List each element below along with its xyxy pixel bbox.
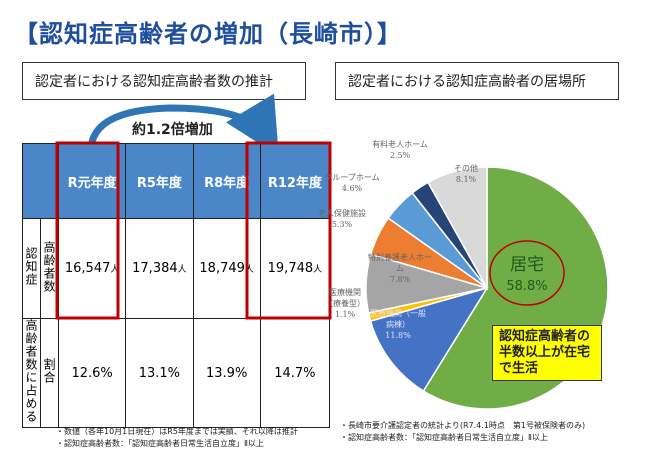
row-label: 高齢者数に占める xyxy=(22,318,41,428)
callout: 認知症高齢者の半数以上が在宅で生活 xyxy=(492,325,602,381)
table-cell: 12.6% xyxy=(57,318,127,428)
table-cell: 17,384人 xyxy=(125,218,194,319)
slice-label: グループホーム 4.6% xyxy=(320,172,384,194)
slice-value: 11.8% xyxy=(385,331,411,340)
slice-name: 医療機関（一般病棟） xyxy=(370,309,426,329)
increase-arrow xyxy=(88,93,279,156)
note: ・数値（各年10月1日現在）はR5年度までは実績、それ以降は推計 xyxy=(56,427,298,436)
slice-label: 医療機関（療養型） 1.1% xyxy=(322,287,368,320)
table-cell: 14.7% xyxy=(259,318,331,428)
table-cell: 13.9% xyxy=(192,318,261,428)
table-row: 高齢者数に占める 割合 12.6% 13.1% 13.9% 14.7% xyxy=(22,318,331,428)
note: ・認知症高齢者数：「認知症高齢者日常生活自立度」Ⅱ以上 xyxy=(56,439,264,448)
slice-value: 7.8% xyxy=(389,275,411,284)
note: ・認知症高齢者数：「認知症高齢者日常生活自立度」Ⅱ以上 xyxy=(340,433,548,442)
slice-name: その他 xyxy=(454,164,478,173)
cell-value: 13.9% xyxy=(206,365,248,381)
arrow-label: 約1.2倍増加 xyxy=(132,122,213,138)
slice-value: 2.5% xyxy=(389,151,411,160)
slice-value: 1.1% xyxy=(334,310,356,319)
slice-label: 老人保健施設 5.3% xyxy=(314,208,370,230)
pie-slice xyxy=(369,286,489,393)
pie-slice xyxy=(427,166,488,291)
cell-value: 18,749 xyxy=(199,261,245,276)
slide-title: 【認知症高齢者の増加（長崎市）】 xyxy=(14,20,402,48)
left-heading: 認定者における認知症高齢者数の推計 xyxy=(22,62,306,100)
row-label-text: 認知症 xyxy=(24,247,38,286)
slice-name: 医療機関（療養型） xyxy=(325,288,365,308)
slice-label: 特別養護老人ホーム 7.8% xyxy=(367,252,433,285)
slice-value: 58.8% xyxy=(506,279,548,294)
slice-name: 老人保健施設 xyxy=(318,209,366,218)
slice-name: 特別養護老人ホーム xyxy=(368,253,432,273)
slice-name: 居宅 xyxy=(510,255,544,275)
column-header: R5年度 xyxy=(125,143,194,219)
cell-value: 17,384 xyxy=(132,261,178,276)
slice-label: その他 8.1% xyxy=(444,163,488,185)
slice-name: グループホーム xyxy=(324,173,380,182)
cell-value: 12.6% xyxy=(71,365,113,381)
corner-cell xyxy=(22,143,59,219)
row-label-text: 高齢者数に占める xyxy=(24,319,38,423)
row-label-text: 高齢者数 xyxy=(42,240,56,293)
slice-label: 有料老人ホーム 2.5% xyxy=(355,139,445,161)
slice-value: 8.1% xyxy=(455,175,477,184)
slice-label: 医療機関（一般病棟） 11.8% xyxy=(367,308,429,341)
table-cell: 13.1% xyxy=(125,318,194,428)
highlight-ring xyxy=(489,240,565,306)
slice-value: 5.3% xyxy=(331,220,353,229)
right-heading: 認定者における認知症高齢者の居場所 xyxy=(335,62,619,100)
slice-label: 居宅 58.8% xyxy=(492,254,562,298)
note: ・長崎市要介護認定者の統計より(R7.4.1時点 第1号被保険者のみ) xyxy=(340,421,586,430)
slice-value: 4.6% xyxy=(341,184,363,193)
cell-unit: 人 xyxy=(177,265,187,275)
row-label-text: 割合 xyxy=(42,358,56,384)
slice-name: 有料老人ホーム xyxy=(372,140,428,149)
cell-value: 13.1% xyxy=(138,365,181,381)
cell-value: 14.7% xyxy=(274,365,316,381)
